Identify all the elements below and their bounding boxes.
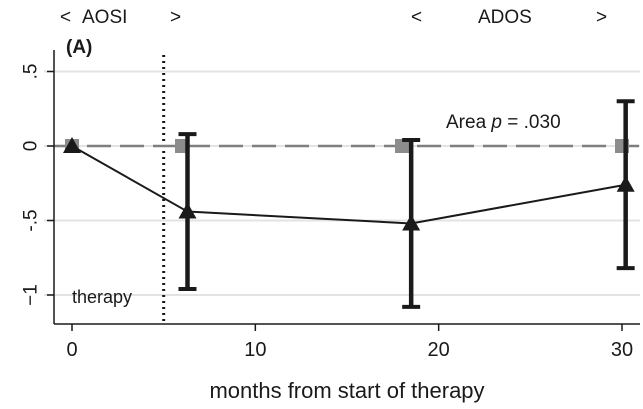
- x-tick-label-2: 20: [428, 339, 450, 361]
- square-marker-2: [395, 139, 409, 153]
- annotation-p: p: [490, 112, 502, 133]
- y-ticks: .5 0 -.5 −1: [21, 64, 54, 306]
- x-tick-label-3: 30: [611, 339, 633, 361]
- x-tick-label-0: 0: [66, 339, 77, 361]
- y-tick-label-1: 0: [21, 141, 42, 152]
- triangle-marker-2: [402, 214, 421, 231]
- ados-lt: <: [411, 7, 422, 28]
- triangle-marker-1: [178, 202, 197, 219]
- ados-label: ADOS: [478, 7, 532, 28]
- aosi-label: AOSI: [82, 7, 127, 28]
- x-ticks: 0 10 20 30: [66, 324, 633, 361]
- x-tick-label-1: 10: [244, 339, 266, 361]
- x-axis-label: months from start of therapy: [209, 378, 484, 403]
- ados-gt: >: [596, 7, 607, 28]
- y-tick-label-0: .5: [21, 64, 42, 80]
- error-bars: [178, 99, 635, 309]
- panel-label: (A): [66, 37, 92, 58]
- area-p-annotation: Area p = .030: [446, 112, 561, 133]
- annotation-prefix: Area: [446, 112, 491, 133]
- y-tick-label-3: −1: [21, 284, 42, 306]
- aosi-gt: >: [170, 7, 181, 28]
- y-tick-label-2: -.5: [21, 209, 42, 231]
- aosi-lt: <: [60, 7, 71, 28]
- series-line: [71, 145, 626, 225]
- triangle-marker-0: [63, 137, 81, 153]
- annotation-suffix: = .030: [502, 112, 561, 133]
- therapy-label: therapy: [72, 287, 132, 307]
- grid: [44, 70, 640, 296]
- triangle-markers: [63, 137, 635, 231]
- triangle-marker-3: [616, 175, 635, 192]
